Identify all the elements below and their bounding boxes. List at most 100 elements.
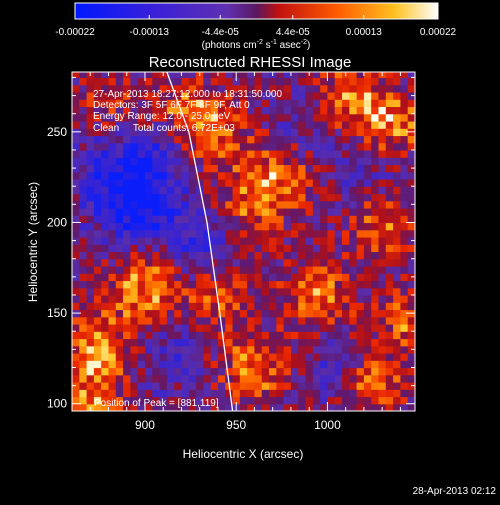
image-pixel	[166, 193, 175, 202]
image-pixel	[115, 236, 124, 245]
image-pixel	[188, 323, 197, 332]
image-pixel	[334, 352, 343, 361]
image-pixel	[407, 367, 415, 376]
image-pixel	[225, 273, 234, 282]
image-pixel	[159, 251, 168, 260]
image-pixel	[166, 374, 175, 383]
image-pixel	[130, 200, 139, 209]
image-pixel	[261, 171, 270, 180]
image-pixel	[159, 331, 168, 340]
image-pixel	[225, 215, 234, 224]
image-pixel	[378, 389, 387, 398]
image-pixel	[130, 331, 139, 340]
image-pixel	[320, 142, 329, 151]
image-pixel	[342, 113, 350, 122]
image-pixel	[261, 302, 270, 311]
image-pixel	[225, 207, 234, 216]
image-pixel	[115, 287, 124, 296]
image-pixel	[305, 91, 314, 100]
image-pixel	[196, 367, 204, 376]
image-pixel	[137, 186, 146, 195]
image-pixel	[239, 309, 248, 318]
image-pixel	[342, 91, 350, 100]
image-pixel	[393, 171, 402, 180]
image-pixel	[181, 265, 190, 274]
image-pixel	[298, 396, 307, 405]
image-pixel	[378, 309, 387, 318]
image-pixel	[378, 200, 387, 209]
image-pixel	[181, 389, 190, 398]
image-pixel	[363, 280, 372, 289]
image-pixel	[79, 360, 88, 369]
image-pixel	[342, 84, 350, 93]
image-pixel	[356, 258, 365, 267]
solar-limb-curve	[166, 72, 234, 411]
image-pixel	[378, 331, 387, 340]
image-pixel	[400, 331, 409, 340]
image-pixel	[123, 113, 131, 122]
image-pixel	[159, 128, 168, 137]
image-pixel	[115, 265, 124, 274]
image-pixel	[400, 258, 409, 267]
image-pixel	[400, 200, 409, 209]
image-pixel	[108, 352, 117, 361]
image-pixel	[159, 360, 168, 369]
image-pixel	[196, 352, 204, 361]
image-pixel	[137, 302, 146, 311]
image-pixel	[79, 244, 88, 253]
image-pixel	[166, 142, 175, 151]
image-pixel	[210, 403, 219, 411]
image-pixel	[188, 352, 197, 361]
image-pixel	[232, 374, 241, 383]
image-pixel	[137, 106, 146, 115]
image-pixel	[290, 72, 299, 79]
image-pixel	[247, 273, 256, 282]
image-pixel	[254, 244, 263, 253]
image-pixel	[312, 309, 321, 318]
image-pixel	[261, 72, 270, 79]
image-pixel	[298, 352, 307, 361]
image-pixel	[174, 331, 183, 340]
image-pixel	[356, 374, 365, 383]
image-pixel	[79, 316, 88, 325]
image-pixel	[356, 106, 365, 115]
image-pixel	[269, 207, 277, 216]
image-pixel	[385, 302, 394, 311]
image-pixel	[174, 120, 183, 129]
image-pixel	[320, 374, 329, 383]
image-pixel	[356, 229, 365, 238]
image-pixel	[327, 72, 336, 79]
image-pixel	[86, 236, 95, 245]
image-pixel	[130, 77, 139, 86]
image-pixel	[320, 157, 329, 166]
image-pixel	[79, 113, 88, 122]
image-pixel	[144, 222, 153, 231]
x-axis-label: Heliocentric X (arcsec)	[183, 447, 304, 461]
image-pixel	[181, 84, 190, 93]
image-pixel	[217, 171, 226, 180]
image-pixel	[101, 135, 110, 144]
image-pixel	[203, 128, 212, 137]
image-pixel	[334, 215, 343, 224]
image-pixel	[144, 273, 153, 282]
image-pixel	[298, 316, 307, 325]
image-pixel	[130, 84, 139, 93]
image-pixel	[269, 258, 277, 267]
image-pixel	[72, 360, 80, 369]
image-pixel	[276, 106, 285, 115]
image-pixel	[225, 367, 234, 376]
image-pixel	[79, 120, 88, 129]
image-pixel	[93, 374, 102, 383]
image-pixel	[115, 178, 124, 187]
image-pixel	[225, 244, 234, 253]
image-pixel	[159, 84, 168, 93]
image-pixel	[290, 215, 299, 224]
image-pixel	[217, 120, 226, 129]
image-pixel	[261, 149, 270, 158]
image-pixel	[239, 374, 248, 383]
image-pixel	[378, 186, 387, 195]
image-pixel	[203, 215, 212, 224]
image-pixel	[144, 367, 153, 376]
image-pixel	[371, 302, 380, 311]
image-pixel	[320, 72, 329, 79]
